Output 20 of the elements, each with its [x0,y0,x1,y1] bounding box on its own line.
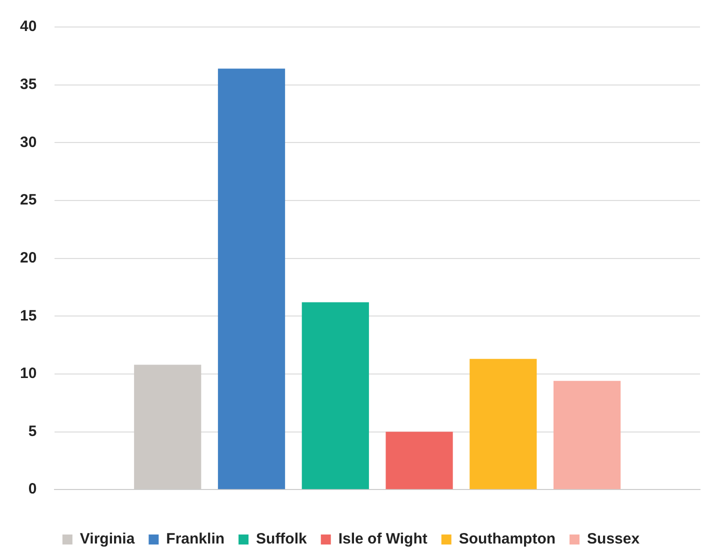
bar [554,380,621,490]
y-tick-label: 40 [20,18,37,36]
legend-label: Southampton [458,530,556,548]
legend-label: Suffolk [256,530,308,548]
legend-label: Franklin [166,530,225,548]
y-tick-label: 20 [20,249,37,266]
bar [386,432,453,490]
y-tick-label: 15 [20,307,37,324]
legend-label: Isle of Wight [338,530,428,548]
bar [470,358,537,490]
legend-label: Sussex [587,530,640,548]
y-tick-label: 10 [20,365,37,382]
bar [218,68,286,490]
bar [302,302,369,490]
y-tick-label: 5 [28,422,37,440]
legend-label: Virginia [80,530,136,548]
y-tick-label: 30 [20,134,37,151]
y-tick-label: 35 [20,76,37,93]
y-tick-label: 25 [20,192,37,209]
y-tick-label: 0 [28,480,37,498]
